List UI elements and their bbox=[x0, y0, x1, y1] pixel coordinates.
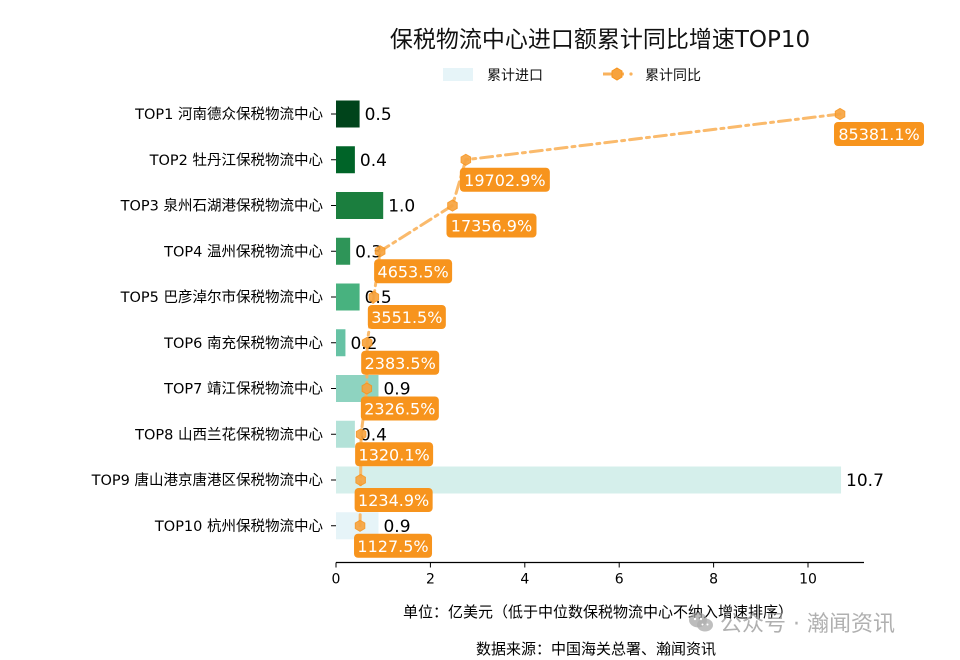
bar-value-label: 0.4 bbox=[360, 151, 387, 171]
y-tick-label: TOP3 泉州石湖港保税物流中心 bbox=[120, 198, 323, 215]
x-axis: 0 2 4 6 8 10 bbox=[332, 561, 864, 588]
label-text: 2326.5% bbox=[364, 400, 435, 419]
x-tick-label: 2 bbox=[426, 572, 435, 588]
legend-label-line: 累计同比 bbox=[645, 68, 701, 84]
x-tick-label: 4 bbox=[520, 572, 529, 588]
hexagon-marker-icon bbox=[355, 473, 366, 487]
x-tick-label: 6 bbox=[615, 572, 624, 588]
hexagon-marker-icon bbox=[447, 199, 458, 212]
label-box bbox=[354, 533, 433, 558]
label-box bbox=[834, 122, 925, 146]
line-value-label: 2383.5% bbox=[361, 350, 440, 375]
y-tick-label: TOP5 巴彦淖尔市保税物流中心 bbox=[120, 289, 323, 306]
x-tick-label: 8 bbox=[709, 572, 718, 588]
hexagon-marker-icon bbox=[355, 428, 367, 441]
source-note: 数据来源：中国海关总署、瀚闻资讯 bbox=[475, 640, 716, 658]
line-value-label: 1127.5% bbox=[354, 533, 433, 558]
y-tick-label: TOP9 唐山港京唐港区保税物流中心 bbox=[91, 472, 323, 489]
watermark-text: 公众号 · 瀚闻资讯 bbox=[720, 612, 895, 637]
bar-value-labels: 0.50.41.00.30.50.20.90.410.70.9 bbox=[350, 105, 883, 537]
bar bbox=[336, 329, 346, 357]
bar bbox=[336, 100, 360, 128]
hexagon-marker-icon bbox=[361, 382, 373, 395]
hexagon-marker-icon bbox=[611, 67, 623, 81]
label-text: 1320.1% bbox=[359, 445, 430, 464]
bar-value-label: 1.0 bbox=[388, 197, 415, 217]
legend-swatch-line bbox=[603, 67, 633, 81]
bar bbox=[336, 146, 355, 174]
label-text: 2383.5% bbox=[365, 354, 436, 373]
legend-swatch-bar bbox=[443, 68, 473, 81]
label-box bbox=[360, 396, 439, 421]
chart-title: 保税物流中心进口额累计同比增速TOP10 bbox=[389, 27, 811, 53]
label-text: 17356.9% bbox=[451, 217, 532, 236]
line-value-label: 4653.5% bbox=[374, 259, 453, 284]
line-value-label: 2326.5% bbox=[360, 396, 439, 421]
label-text: 4653.5% bbox=[378, 262, 449, 281]
y-tick-label: TOP8 山西兰花保税物流中心 bbox=[134, 426, 323, 443]
label-text: 19702.9% bbox=[464, 171, 545, 190]
label-box bbox=[446, 213, 537, 238]
hexagon-marker-icon bbox=[368, 290, 380, 304]
hexagon-marker-icon bbox=[374, 245, 386, 258]
label-box bbox=[459, 167, 550, 192]
line-value-label: 85381.1% bbox=[834, 122, 925, 146]
line-markers bbox=[354, 107, 846, 532]
watermark: 公众号 · 瀚闻资讯 bbox=[688, 606, 895, 638]
label-box bbox=[354, 488, 433, 512]
bar-value-label: 0.4 bbox=[360, 425, 387, 445]
y-tick-label: TOP2 牡丹江保税物流中心 bbox=[149, 152, 323, 169]
bar-value-label: 0.5 bbox=[365, 105, 392, 125]
bar-value-label: 0.9 bbox=[383, 380, 410, 400]
label-text: 85381.1% bbox=[838, 125, 919, 144]
bar bbox=[336, 283, 360, 311]
label-box bbox=[367, 305, 446, 329]
y-tick-label: TOP6 南充保税物流中心 bbox=[163, 335, 323, 352]
line-value-label: 19702.9% bbox=[459, 167, 550, 192]
bar bbox=[336, 192, 384, 219]
wechat-icon bbox=[689, 612, 713, 632]
bar-value-label: 0.3 bbox=[355, 242, 382, 262]
x-tick-label: 10 bbox=[799, 572, 817, 588]
hexagon-marker-icon bbox=[834, 107, 846, 121]
legend-label-bar: 累计进口 bbox=[487, 68, 543, 84]
label-box bbox=[361, 350, 440, 375]
bar-value-label: 0.9 bbox=[383, 517, 410, 537]
y-tick-label: TOP4 温州保税物流中心 bbox=[163, 243, 323, 260]
line-value-labels: 85381.1% 19702.9% 17356.9% 4653.5% 3551.5% 23… bbox=[354, 122, 925, 558]
y-axis: TOP1 河南德众保税物流中心 TOP2 牡丹江保税物流中心 TOP3 泉州石湖港保… bbox=[91, 106, 336, 535]
y-tick-label: TOP1 河南德众保税物流中心 bbox=[134, 106, 323, 123]
bar bbox=[336, 420, 355, 448]
line-value-label: 1234.9% bbox=[354, 488, 433, 512]
x-tick-label: 0 bbox=[332, 572, 341, 588]
bar bbox=[336, 237, 351, 265]
bar-value-label: 10.7 bbox=[846, 471, 884, 491]
label-text: 1234.9% bbox=[358, 491, 429, 510]
label-text: 3551.5% bbox=[371, 308, 442, 327]
line-value-label: 17356.9% bbox=[446, 213, 537, 238]
hexagon-marker-icon bbox=[460, 153, 472, 166]
y-tick-label: TOP7 靖江保税物流中心 bbox=[163, 381, 323, 398]
hexagon-marker-icon bbox=[354, 519, 366, 532]
y-tick-label: TOP10 杭州保税物流中心 bbox=[154, 518, 323, 535]
label-box bbox=[374, 259, 453, 284]
line-value-label: 3551.5% bbox=[367, 305, 446, 329]
line-value-label: 1320.1% bbox=[355, 442, 434, 467]
hexagon-marker-icon bbox=[361, 336, 373, 349]
legend: 累计进口 累计同比 bbox=[443, 67, 701, 84]
label-box bbox=[355, 442, 434, 467]
label-text: 1127.5% bbox=[357, 537, 428, 556]
